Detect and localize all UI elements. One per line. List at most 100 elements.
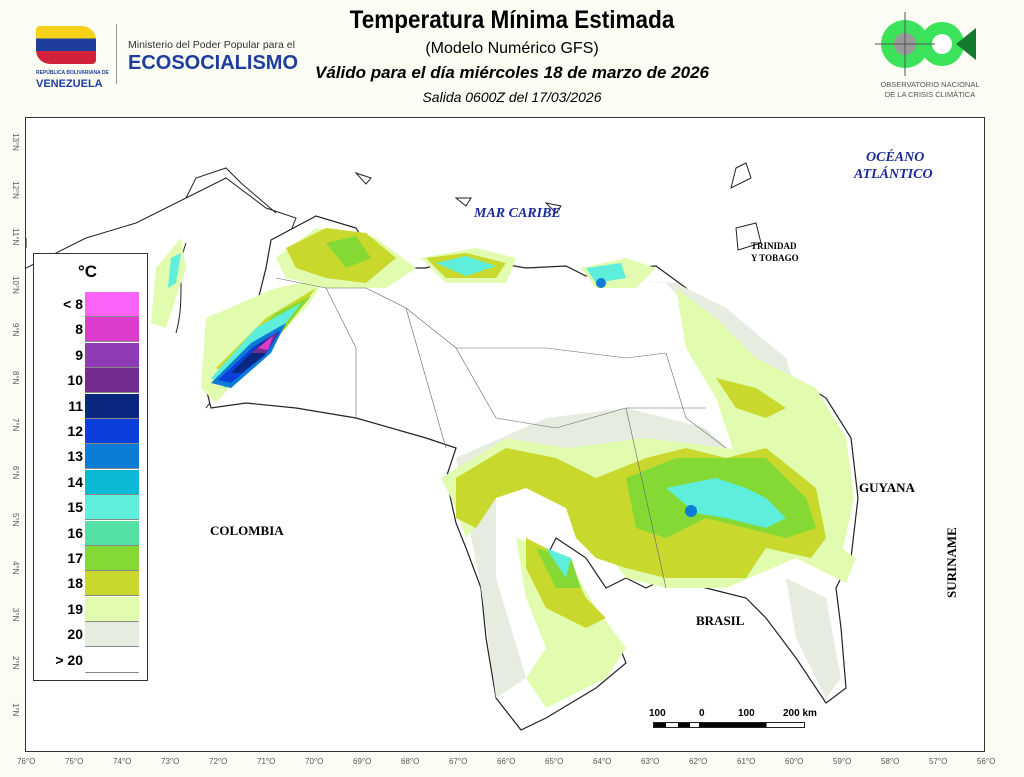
scale-label: 200 km <box>783 708 817 719</box>
map-subtitle: (Modelo Numérico GFS) <box>425 40 599 57</box>
legend-swatch <box>85 622 139 648</box>
longitude-tick: 75°O <box>65 757 84 766</box>
longitude-tick: 66°O <box>497 757 516 766</box>
scale-label: 100 <box>738 708 755 719</box>
legend-item: 13 <box>34 444 149 470</box>
valid-date: Válido para el día miércoles 18 de marzo… <box>314 63 710 82</box>
label-atlantico: ATLÁNTICO <box>854 167 933 182</box>
label-brasil: BRASIL <box>696 613 745 628</box>
legend-item: 16 <box>34 520 149 546</box>
legend-swatch <box>85 596 139 622</box>
legend-label: 20 <box>67 626 83 643</box>
legend-label: 17 <box>67 550 83 566</box>
latitude-tick: 5°N <box>11 513 20 527</box>
legend-swatch <box>85 469 139 495</box>
legend-item: 11 <box>34 393 149 419</box>
legend-swatch <box>85 495 139 521</box>
legend-swatch <box>85 647 139 673</box>
longitude-tick: 65°O <box>545 757 564 766</box>
legend-item: 15 <box>34 495 149 521</box>
legend-item: 19 <box>34 596 149 622</box>
country-text: VENEZUELA <box>36 78 103 90</box>
latitude-tick: 4°N <box>11 560 20 574</box>
longitude-tick: 74°O <box>113 757 132 766</box>
longitude-tick: 57°O <box>929 757 948 766</box>
legend-label: > 20 <box>55 651 83 668</box>
longitude-tick: 62°O <box>689 757 708 766</box>
latitude-tick: 8°N <box>11 370 20 384</box>
state-borders <box>275 277 727 589</box>
observatory-name-1: OBSERVATORIO NACIONAL <box>880 80 980 89</box>
legend-label: 12 <box>67 423 83 439</box>
legend-label: 14 <box>67 473 83 490</box>
legend-label: 10 <box>67 372 83 389</box>
ministry-text: Ministerio del Poder Popular para el <box>128 39 295 51</box>
latitude-tick: 10°N <box>11 275 20 294</box>
scale-label: 100 <box>649 708 666 719</box>
latitude-tick: 9°N <box>11 323 20 337</box>
legend-item: 20 <box>34 622 149 648</box>
legend-label: 16 <box>67 524 83 541</box>
latitude-tick: 11°N <box>11 228 20 246</box>
legend-item: 14 <box>34 469 149 495</box>
legend-swatch <box>85 520 139 546</box>
legend-label: 13 <box>67 448 83 465</box>
longitude-tick: 67°O <box>449 757 468 766</box>
legend-label: 18 <box>67 575 83 592</box>
legend-unit: °C <box>78 262 98 281</box>
flag-icon <box>36 26 96 64</box>
legend-label: 8 <box>75 321 83 338</box>
label-guyana: GUYANA <box>859 480 915 495</box>
latitude-tick: 2°N <box>11 655 20 669</box>
longitude-tick: 60°O <box>785 757 804 766</box>
legend-swatch <box>85 571 139 597</box>
latitude-tick: 13°N <box>11 133 20 151</box>
legend-label: 11 <box>68 397 83 414</box>
label-trinidad: TRINIDAD <box>751 241 797 251</box>
latitude-tick: 12°N <box>11 180 20 199</box>
panama-coast <box>175 242 187 334</box>
observatory-emblem-icon <box>875 12 976 76</box>
longitude-tick: 76°O <box>17 757 36 766</box>
latitude-tick: 3°N <box>11 608 20 622</box>
guajira-coast <box>185 167 277 214</box>
map-canvas <box>26 162 859 731</box>
longitude-tick: 61°O <box>737 757 756 766</box>
logo-divider <box>116 24 117 84</box>
scale-bar: 100 0 100 200 km <box>641 708 841 738</box>
label-colombia: COLOMBIA <box>210 523 284 538</box>
legend-swatch <box>85 444 139 470</box>
islands <box>354 162 762 251</box>
legend-swatch <box>85 292 139 317</box>
longitude-tick: 59°O <box>833 757 852 766</box>
longitude-tick: 69°O <box>353 757 372 766</box>
longitude-tick: 72°O <box>209 757 228 766</box>
longitude-tick: 68°O <box>401 757 420 766</box>
legend: °C < 8 8 9 10 11 12 13 14 15 16 17 18 19 20 > 20 <box>33 253 148 681</box>
longitude-tick: 58°O <box>881 757 900 766</box>
label-suriname: SURINAME <box>944 527 959 598</box>
longitude-tick: 71°O <box>257 757 276 766</box>
longitude-tick: 64°O <box>593 757 612 766</box>
scale-label: 0 <box>699 708 705 719</box>
legend-label: 9 <box>75 346 83 363</box>
legend-swatch <box>85 342 139 368</box>
latitude-tick: 6°N <box>11 465 20 479</box>
legend-swatch <box>85 419 139 444</box>
label-oceano: OCÉANO <box>866 150 925 165</box>
label-tobago: Y TOBAGO <box>751 253 799 263</box>
observatory-logo: OBSERVATORIO NACIONAL DE LA CRISIS CLIMÁ… <box>860 10 1000 105</box>
longitude-tick: 73°O <box>161 757 180 766</box>
legend-label: 15 <box>67 499 83 516</box>
legend-item: > 20 <box>34 647 149 673</box>
legend-item: 10 <box>34 368 149 394</box>
map-title: Temperatura Mínima Estimada <box>349 6 675 34</box>
legend-item: 12 <box>34 419 149 444</box>
longitude-tick: 63°O <box>641 757 660 766</box>
legend-swatch <box>85 368 139 394</box>
legend-swatch <box>85 393 139 419</box>
ministry-logo: REPÚBLICA BOLIVARIANA DE VENEZUELA Minis… <box>36 22 316 92</box>
legend-item: 17 <box>34 546 149 571</box>
legend-item: 9 <box>34 342 149 368</box>
latitude-tick: 1°N <box>11 703 20 717</box>
